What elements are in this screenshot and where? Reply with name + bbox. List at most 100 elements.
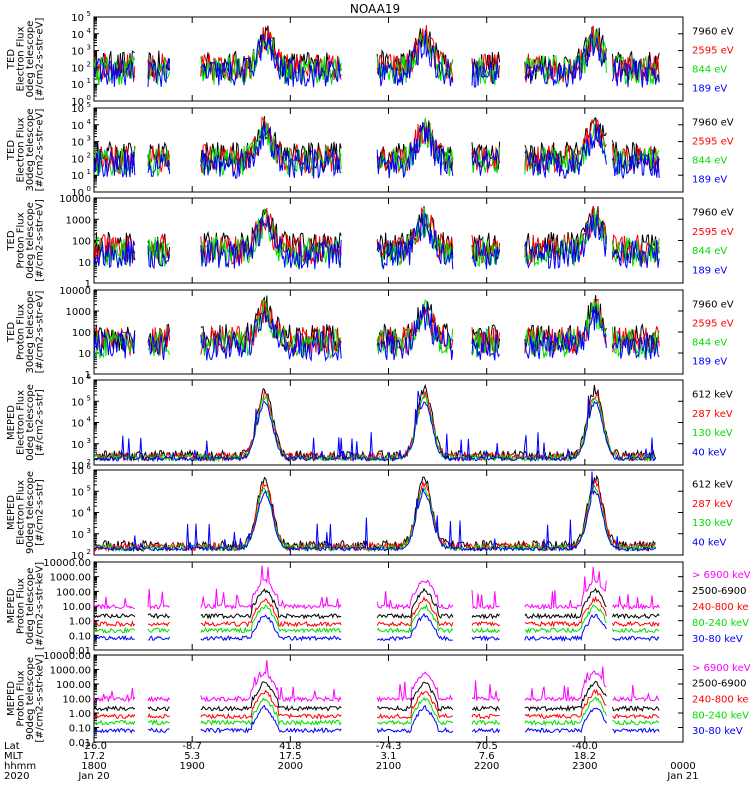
legend-entry: 80-240 keV [692,710,749,721]
y-tick-label: 10 [71,30,84,41]
trace-group [94,116,660,179]
y-tick-label: 0.10 [69,724,91,735]
y-tick-exponent: 4 [87,506,92,514]
x-tick-label-hhmm: 0000 [670,761,695,772]
legend-entry: 287 keV [692,409,733,420]
x-tick-label-hhmm: 2200 [474,761,499,772]
y-tick-exponent: 6 [87,463,92,471]
y-axis-label-line: MEPED [6,681,17,716]
y-axis-label-line: MEPED [6,405,17,440]
x-tick-label-hhmm: 2000 [278,761,303,772]
y-tick-label: 1000 [66,307,91,318]
y-tick-exponent: 6 [87,373,92,381]
trace-group [94,660,660,734]
y-tick-label: 10 [71,530,84,541]
y-axis-label-line: 0deg telescope [25,568,36,645]
y-tick-label: 10 [71,419,84,430]
y-tick-label: 10 [71,63,84,74]
y-tick-label: 100 [72,328,91,339]
y-axis-label-line: Electron Flux [16,390,27,455]
y-tick-exponent: 5 [87,10,91,18]
x-tick-label-date: Jan 21 [666,771,698,782]
y-tick-label: 10.00 [62,695,91,706]
y-tick-label: 10 [71,466,84,477]
y-axis-label-line: Proton Flux [16,212,27,268]
y-tick-exponent: 5 [87,484,91,492]
x-tick-label-mlt: 7.6 [479,751,495,762]
legend-entry: 7960 eV [692,208,734,219]
y-axis-label-line: 90deg telescope [25,471,36,554]
legend-entry: 2500-6900 [692,679,747,690]
y-tick-label: 10000 [59,286,91,297]
data-series-trace [94,696,660,727]
y-tick-label: 10 [71,13,84,24]
y-axis-label-line: [#/cm2-s-str] [35,479,46,546]
x-axis-row-label: 2020 [4,771,29,782]
y-tick-label: 10 [71,487,84,498]
legend-entry: 844 eV [692,246,727,257]
y-tick-label: 10 [78,258,91,269]
y-tick-label: 10 [71,397,84,408]
y-tick-exponent: 5 [87,101,91,109]
legend-entry: 130 keV [692,518,733,529]
y-axis-label-line: [#/cm2-s-str-keV] [35,654,46,742]
y-axis-label-line: 90deg telescope [25,657,36,740]
data-series-trace [94,25,660,83]
y-tick-label: 10.00 [62,602,91,613]
y-tick-label: 10 [71,80,84,91]
y-axis-label-line: MEPED [6,495,17,530]
y-axis-label-line: 0deg telescope [25,202,36,279]
legend-entry: 612 keV [692,480,733,491]
y-axis-label-line: Proton Flux [16,578,27,634]
trace-group [94,383,657,463]
data-series-trace [94,394,657,463]
y-tick-label: 10 [78,349,91,360]
x-tick-label-lat: 41.8 [279,741,301,752]
legend-entry: 189 eV [692,265,727,276]
y-axis-label-line: TED [6,49,17,70]
x-axis-row-label: hhmm [4,761,36,772]
x-tick-label-mlt: 17.5 [279,751,301,762]
data-series-trace [94,121,660,179]
data-series-trace [94,587,660,620]
y-tick-label: 10 [71,188,84,199]
y-tick-exponent: 0 [87,94,91,102]
y-tick-exponent: 4 [87,27,92,35]
y-tick-label: 10000.00 [43,651,91,662]
y-axis-label-line: TED [6,322,17,343]
y-tick-label: 10 [71,121,84,132]
x-tick-label-mlt: 3.1 [381,751,397,762]
y-axis-label-line: 0deg telescope [25,21,36,98]
y-tick-exponent: 3 [87,135,91,143]
legend-entry: 2500-6900 [692,586,747,597]
y-axis-label-line: 30deg telescope [25,290,36,373]
y-tick-exponent: 0 [87,185,91,193]
y-tick-label: 10 [71,154,84,165]
y-tick-label: 10 [71,171,84,182]
data-series-trace [94,660,660,704]
x-axis-row-label: MLT [4,751,24,762]
y-axis-label-line: Electron Flux [16,117,27,182]
y-tick-label: 10 [71,440,84,451]
data-series-trace [94,383,657,463]
y-tick-label: 0.10 [69,631,91,642]
y-axis-label-line: Electron Flux [16,480,27,545]
y-tick-label: 1000.00 [50,666,91,677]
legend-entry: 287 keV [692,499,733,510]
data-series-trace [94,603,660,634]
data-series-trace [94,484,657,553]
data-series-trace [94,704,660,734]
data-series-trace [94,304,660,363]
trace-group [94,471,657,553]
y-tick-label: 10 [71,376,84,387]
y-tick-label: 10 [71,509,84,520]
legend-entry: 2595 eV [692,319,734,330]
x-tick-label-hhmm: 1800 [81,761,106,772]
legend-entry: 189 eV [692,84,727,95]
legend-entry: 7960 eV [692,118,734,129]
